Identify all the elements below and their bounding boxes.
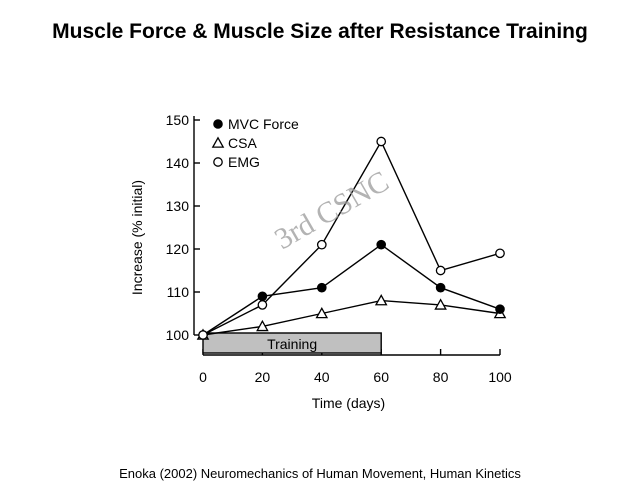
legend-marker-csa [211, 136, 225, 148]
x-tick-label: 20 [255, 369, 271, 385]
data-point-emg [198, 330, 208, 340]
data-point-emg [376, 136, 387, 147]
data-point-mvc-force [435, 282, 446, 293]
data-point-mvc-force [495, 304, 505, 314]
chart-axes: 100 110 120 130 140 150 0 20 40 60 80 100 Time (days… [129, 112, 512, 411]
y-tick-label: 140 [166, 155, 190, 171]
data-point-mvc-force [257, 291, 268, 302]
x-tick-label: 80 [433, 369, 449, 385]
data-point-csa [256, 319, 269, 332]
y-axis-label: Increase (% initial) [129, 180, 145, 295]
y-tick-label: 150 [166, 112, 190, 128]
y-tick-label: 100 [166, 327, 190, 343]
legend-marker-mvc-force [213, 119, 223, 129]
x-tick-label: 100 [488, 369, 512, 385]
data-point-csa [434, 298, 447, 310]
data-point-mvc-force [316, 282, 327, 293]
series-line-emg [202, 139, 501, 336]
training-label: Training [267, 336, 317, 352]
legend-marker-emg [213, 157, 223, 167]
x-tick-label: 40 [314, 369, 330, 385]
y-tick-label: 130 [166, 198, 190, 214]
legend-label-emg: EMG [228, 154, 260, 170]
series-line-csa [202, 299, 501, 336]
chart-annotations: Training [202, 332, 382, 354]
legend-label-mvc-force: MVC Force [228, 116, 299, 132]
data-point-emg [435, 265, 446, 276]
data-point-csa [374, 294, 388, 306]
source-caption: Enoka (2002) Neuromechanics of Human Mov… [119, 466, 521, 481]
y-tick-label: 110 [167, 284, 190, 300]
chart-series [196, 136, 507, 340]
data-point-mvc-force [376, 239, 386, 250]
y-tick-label: 120 [166, 241, 190, 257]
chart-legend: MVC Force CSA EMG [211, 116, 299, 170]
training-bar [202, 332, 382, 354]
data-point-emg [316, 239, 327, 250]
x-tick-label: 0 [199, 369, 207, 385]
data-point-csa [315, 306, 329, 319]
page-title: Muscle Force & Muscle Size after Resista… [52, 20, 588, 43]
legend-label-csa: CSA [228, 135, 257, 151]
x-axis-label: Time (days) [312, 395, 385, 411]
watermark: 3rd CSNC [269, 165, 394, 257]
x-tick-label: 60 [373, 369, 389, 385]
data-point-emg [495, 248, 505, 259]
series-line-mvc-force [202, 243, 501, 336]
data-point-emg [257, 300, 268, 310]
line-chart: 100 110 120 130 140 150 0 20 40 60 80 100 Time (days… [129, 112, 512, 411]
